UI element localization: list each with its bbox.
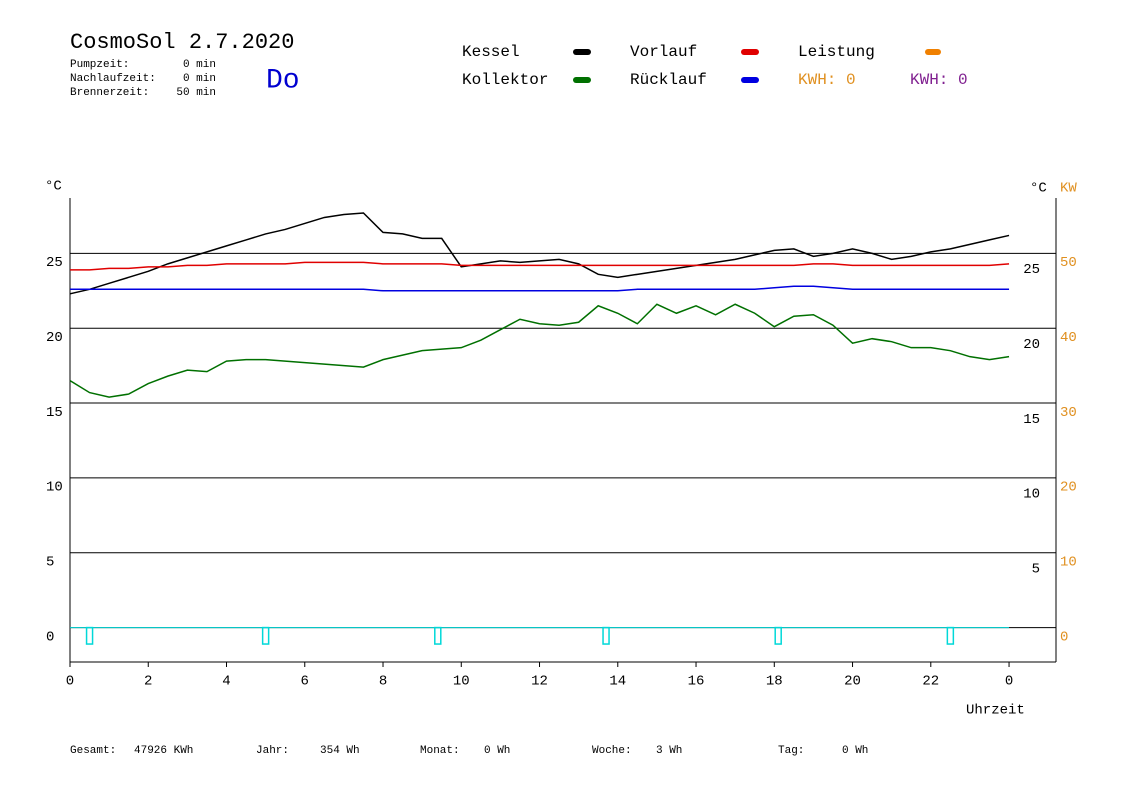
info-value: 0 min [183, 73, 216, 85]
x-axis-label: Uhrzeit [966, 703, 1025, 719]
chart-title: CosmoSol 2.7.2020 [70, 30, 294, 55]
y-right-tick-label: 25 [1023, 262, 1040, 278]
x-tick-label: 22 [922, 674, 939, 690]
series-line [69, 303, 1010, 398]
x-tick-label: 16 [688, 674, 705, 690]
y-right-unit: °C [1030, 181, 1047, 197]
x-tick-label: 20 [844, 674, 861, 690]
x-tick-label: 14 [609, 674, 626, 690]
pulse [774, 626, 782, 645]
footer-value: 47926 KWh [134, 745, 193, 757]
y-right-tick-label: 20 [1023, 337, 1040, 353]
footer-label: Gesamt: [70, 745, 116, 757]
footer-value: 0 Wh [484, 745, 510, 757]
footer-label: Tag: [778, 745, 804, 757]
kwh-label: KWH: 0 [798, 71, 856, 89]
series-line [69, 212, 1010, 295]
legend-label: Vorlauf [630, 43, 697, 61]
y2-tick-label: 40 [1060, 330, 1077, 346]
info-value: 50 min [176, 87, 216, 99]
y2-tick-label: 20 [1060, 480, 1077, 496]
x-tick-label: 0 [1005, 674, 1013, 690]
x-tick-label: 6 [301, 674, 309, 690]
info-label: Brennerzeit: [70, 87, 149, 99]
y2-tick-label: 30 [1060, 405, 1077, 421]
y-unit: °C [45, 179, 62, 195]
footer-value: 3 Wh [656, 745, 682, 757]
footer-label: Woche: [592, 745, 632, 757]
pulse [434, 626, 442, 645]
legend-label: Kessel [462, 43, 520, 61]
x-tick-label: 0 [66, 674, 74, 690]
y-tick-label: 10 [46, 480, 63, 496]
info-label: Nachlaufzeit: [70, 73, 156, 85]
x-tick-label: 8 [379, 674, 387, 690]
y-tick-label: 0 [46, 629, 54, 645]
x-tick-label: 2 [144, 674, 152, 690]
x-tick-label: 12 [531, 674, 548, 690]
legend-label: Leistung [798, 43, 875, 61]
info-label: Pumpzeit: [70, 59, 129, 71]
y-right-tick-label: 5 [1032, 561, 1040, 577]
y2-tick-label: 50 [1060, 255, 1077, 271]
day: Do [266, 65, 300, 96]
y-right-tick-label: 10 [1023, 487, 1040, 503]
x-tick-label: 18 [766, 674, 783, 690]
pulse [946, 626, 955, 645]
y-tick-label: 20 [46, 330, 63, 346]
pulse [85, 626, 94, 645]
kwh-label: KWH: 0 [910, 71, 968, 89]
footer-label: Jahr: [256, 745, 289, 757]
y2-tick-label: 0 [1060, 629, 1068, 645]
y-right-tick-label: 15 [1023, 412, 1040, 428]
footer-value: 354 Wh [320, 745, 360, 757]
x-tick-label: 10 [453, 674, 470, 690]
pulse [261, 626, 270, 645]
footer-label: Monat: [420, 745, 460, 757]
y-tick-label: 25 [46, 255, 63, 271]
info-value: 0 min [183, 59, 216, 71]
legend-label: Kollektor [462, 71, 548, 89]
series-line [70, 261, 1010, 271]
y-tick-label: 15 [46, 405, 63, 421]
x-tick-label: 4 [222, 674, 230, 690]
y-tick-label: 5 [46, 554, 54, 570]
y2-tick-label: 10 [1060, 554, 1077, 570]
y2-unit: KW [1060, 181, 1077, 197]
series-line [70, 285, 1010, 292]
footer-value: 0 Wh [842, 745, 868, 757]
legend-label: Rücklauf [630, 71, 707, 89]
pulse [602, 626, 610, 645]
